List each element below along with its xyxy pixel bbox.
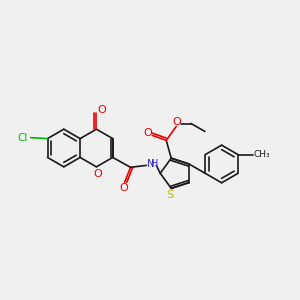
Text: O: O	[93, 169, 102, 179]
Text: O: O	[119, 183, 128, 193]
Text: H: H	[152, 159, 159, 170]
Text: Cl: Cl	[17, 133, 28, 142]
Text: O: O	[173, 116, 182, 127]
Text: O: O	[97, 105, 106, 116]
Text: CH₃: CH₃	[254, 150, 270, 159]
Text: S: S	[167, 190, 174, 200]
Text: O: O	[143, 128, 152, 138]
Text: N: N	[147, 159, 155, 170]
